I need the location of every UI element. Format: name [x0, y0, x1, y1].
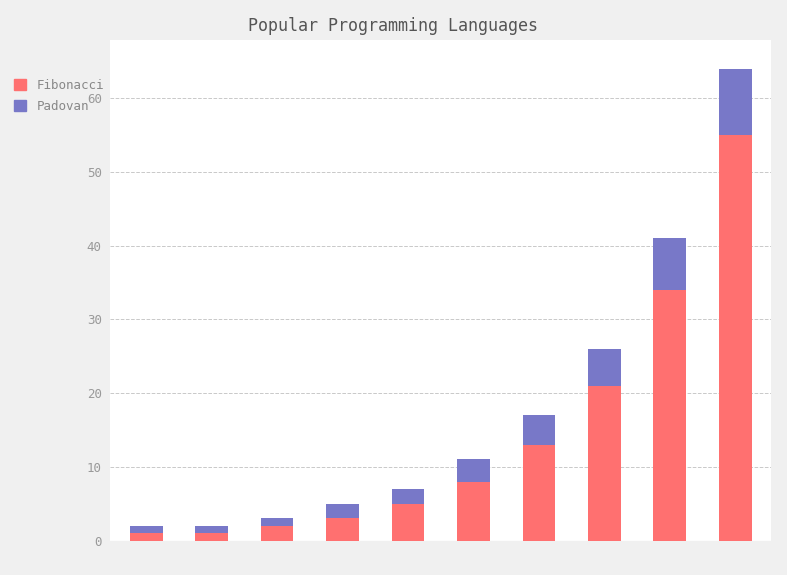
- Bar: [326, 504, 359, 519]
- Bar: [326, 519, 359, 540]
- Bar: [653, 290, 686, 540]
- Bar: [457, 459, 490, 481]
- Bar: [523, 415, 556, 444]
- Bar: [523, 444, 556, 540]
- Bar: [719, 135, 752, 540]
- Bar: [653, 238, 686, 290]
- Bar: [195, 526, 228, 533]
- Bar: [130, 526, 163, 533]
- Bar: [588, 349, 621, 386]
- Bar: [588, 386, 621, 540]
- Bar: [392, 489, 424, 504]
- Bar: [260, 519, 294, 526]
- Text: Popular Programming Languages: Popular Programming Languages: [249, 17, 538, 35]
- Bar: [457, 481, 490, 540]
- Bar: [130, 533, 163, 540]
- Bar: [392, 504, 424, 540]
- Legend: Fibonacci, Padovan: Fibonacci, Padovan: [10, 75, 108, 116]
- Bar: [719, 68, 752, 135]
- Bar: [260, 526, 294, 540]
- Bar: [195, 533, 228, 540]
